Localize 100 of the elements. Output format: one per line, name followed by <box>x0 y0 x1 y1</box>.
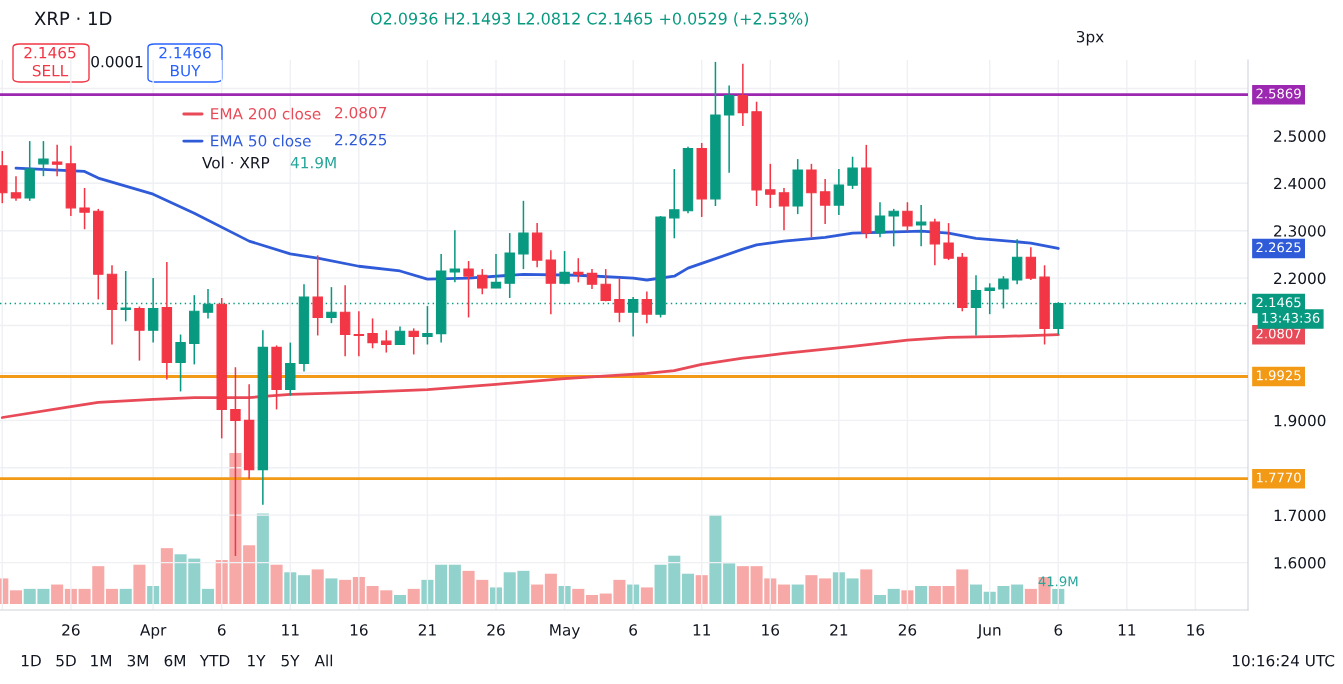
bar <box>284 572 297 604</box>
candlestick <box>463 260 474 319</box>
bar <box>681 573 695 604</box>
bar <box>723 563 736 604</box>
candlestick <box>38 140 49 177</box>
data-label: 41.9M <box>1038 576 1078 587</box>
candlestick <box>1011 238 1023 286</box>
x-tick-label: 11 <box>1118 624 1136 636</box>
candlestick <box>326 286 337 324</box>
bar <box>709 514 722 604</box>
chart-title: Vol · XRP <box>202 156 270 169</box>
y-tick-label: 1.7000 <box>1274 509 1326 522</box>
annotation: 2.0807 <box>335 106 387 119</box>
bar <box>297 575 311 604</box>
bar <box>791 584 804 604</box>
candlestick <box>79 187 90 231</box>
y-tick-label: 2.3000 <box>1274 225 1326 237</box>
candlestick <box>737 63 749 127</box>
bar <box>256 513 269 604</box>
text: 1D <box>21 655 41 667</box>
bar <box>695 575 708 604</box>
candlestick <box>490 253 502 289</box>
x-tick-label: 6 <box>629 624 638 636</box>
candlestick <box>915 204 927 248</box>
text: 3M <box>127 654 148 667</box>
candlestick <box>723 84 735 174</box>
candlestick <box>819 178 831 225</box>
bar <box>51 584 64 604</box>
text: 2.2625 <box>1256 242 1301 253</box>
bar <box>105 588 119 604</box>
text: 2.1465 <box>24 46 76 59</box>
bar <box>325 578 338 604</box>
candlestick <box>394 325 406 346</box>
bar <box>819 578 832 604</box>
bar <box>887 588 900 604</box>
legend-label: EMA 200 close <box>211 107 321 120</box>
bar <box>160 548 173 604</box>
candlestick <box>888 208 899 248</box>
bar <box>435 564 448 604</box>
candlestick <box>778 187 790 231</box>
bar <box>1024 588 1037 604</box>
x-tick-label: 21 <box>830 624 848 636</box>
bar <box>119 588 132 604</box>
candlestick <box>600 268 611 303</box>
bar <box>901 590 914 604</box>
candlestick <box>367 317 378 350</box>
bar <box>558 585 571 604</box>
bar <box>873 594 887 604</box>
annotation: 2.2625 <box>335 133 387 146</box>
candlestick <box>929 218 941 267</box>
text: 2.1466 <box>159 46 211 59</box>
bar <box>805 575 818 604</box>
text: 1M <box>91 655 111 667</box>
candlestick <box>408 327 419 356</box>
candlestick <box>422 305 433 346</box>
y-tick-label: 1.6000 <box>1274 557 1326 569</box>
bar <box>1052 588 1065 604</box>
x-tick-label: 26 <box>62 624 80 636</box>
bar <box>736 566 749 604</box>
bar <box>585 594 599 604</box>
ref-line-label: 1.7770 <box>1256 472 1301 483</box>
y-tick-label: 1.9000 <box>1274 414 1326 427</box>
text: 13:43:36 <box>1262 312 1320 323</box>
chart-subtitle: O2.0936 H2.1493 L2.0812 C2.1465 +0.0529 (+2.53%) <box>370 12 809 27</box>
y-tick-label: 2.2000 <box>1274 272 1326 285</box>
chart-title: XRP · 1D <box>34 11 112 25</box>
bar <box>544 573 557 604</box>
annotation: SELL <box>32 64 69 77</box>
candlestick <box>134 305 145 362</box>
text: 1Y <box>248 655 266 667</box>
candlestick <box>477 268 488 295</box>
bar <box>860 569 873 604</box>
bar <box>915 585 928 604</box>
candlestick <box>518 200 529 270</box>
y-tick-label: 2.5000 <box>1274 130 1326 142</box>
candlestick <box>381 329 392 354</box>
candlestick <box>765 163 776 209</box>
candlestick <box>51 144 63 177</box>
text: 3px <box>1076 30 1104 46</box>
x-tick-label: 11 <box>282 624 299 636</box>
x-tick-label: 26 <box>487 624 505 636</box>
candlestick <box>641 290 653 324</box>
ref-line-label: 2.1465 <box>1256 297 1301 308</box>
x-tick-label: 26 <box>898 624 917 636</box>
bar <box>243 545 256 604</box>
x-tick-label: Jun <box>976 624 1001 639</box>
bar <box>531 584 544 604</box>
candlestick <box>874 201 886 239</box>
text: 5Y <box>281 655 300 667</box>
candlestick <box>902 201 913 232</box>
annotation: BUY <box>171 65 201 77</box>
bar <box>846 578 859 604</box>
bar <box>270 564 283 604</box>
x-tick-label: 11 <box>693 624 711 636</box>
text: 5D <box>56 655 76 667</box>
candlestick <box>10 175 22 202</box>
x-tick-label: Apr <box>140 624 167 639</box>
text: YTD <box>199 655 230 667</box>
bar <box>201 588 215 604</box>
candlestick <box>312 254 323 337</box>
